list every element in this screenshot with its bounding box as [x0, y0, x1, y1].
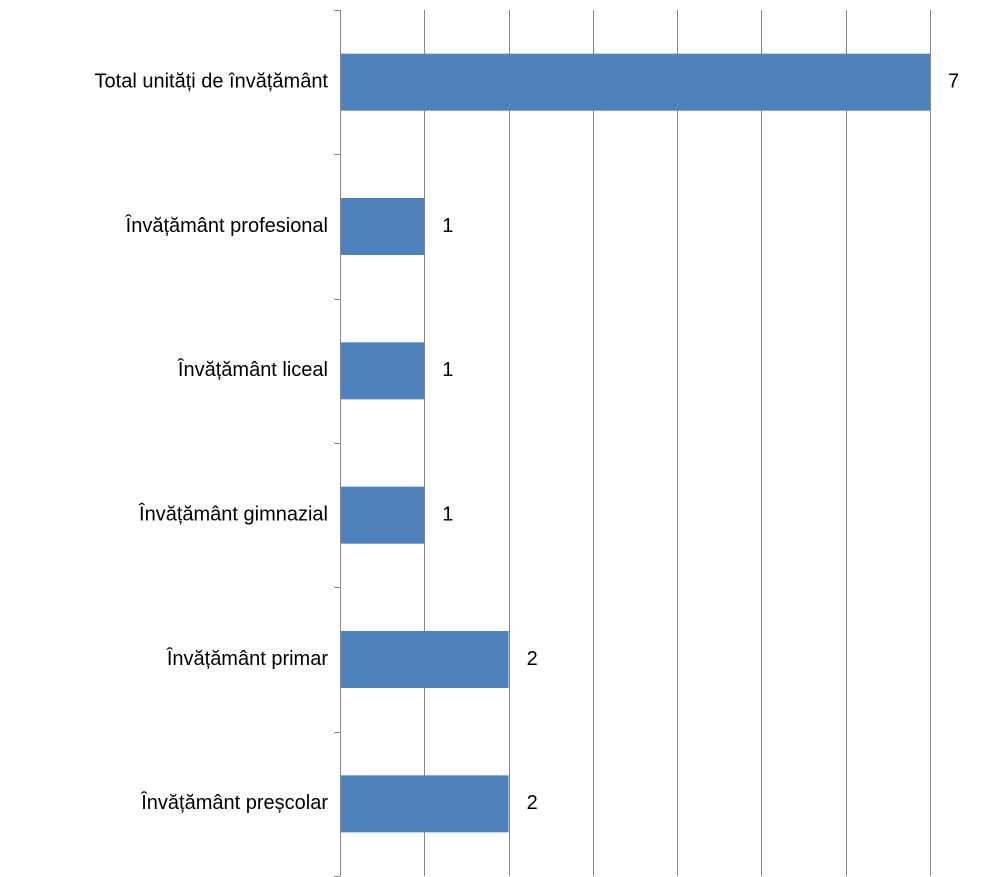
bars — [341, 53, 930, 833]
labels: Total unități de învățământ 7 Învățământ p… — [95, 70, 960, 814]
value-label: 1 — [442, 215, 453, 237]
value-label: 1 — [442, 359, 453, 381]
bar — [341, 53, 930, 111]
bar — [341, 342, 425, 400]
bar — [341, 631, 509, 688]
category-axis — [334, 10, 341, 877]
bar — [341, 198, 425, 255]
bar — [341, 486, 425, 544]
category-label: Total unități de învățământ — [95, 70, 329, 92]
value-label: 7 — [948, 70, 959, 92]
value-label: 2 — [527, 792, 538, 814]
bar — [341, 775, 509, 833]
category-label: Învățământ profesional — [125, 214, 328, 237]
category-label: Învățământ preșcolar — [140, 791, 328, 814]
category-label: Învățământ primar — [166, 647, 329, 670]
value-label: 2 — [527, 648, 538, 670]
gridlines — [424, 10, 931, 876]
category-label: Învățământ gimnazial — [138, 502, 328, 525]
category-label: Învățământ liceal — [177, 358, 328, 381]
value-label: 1 — [442, 503, 453, 525]
